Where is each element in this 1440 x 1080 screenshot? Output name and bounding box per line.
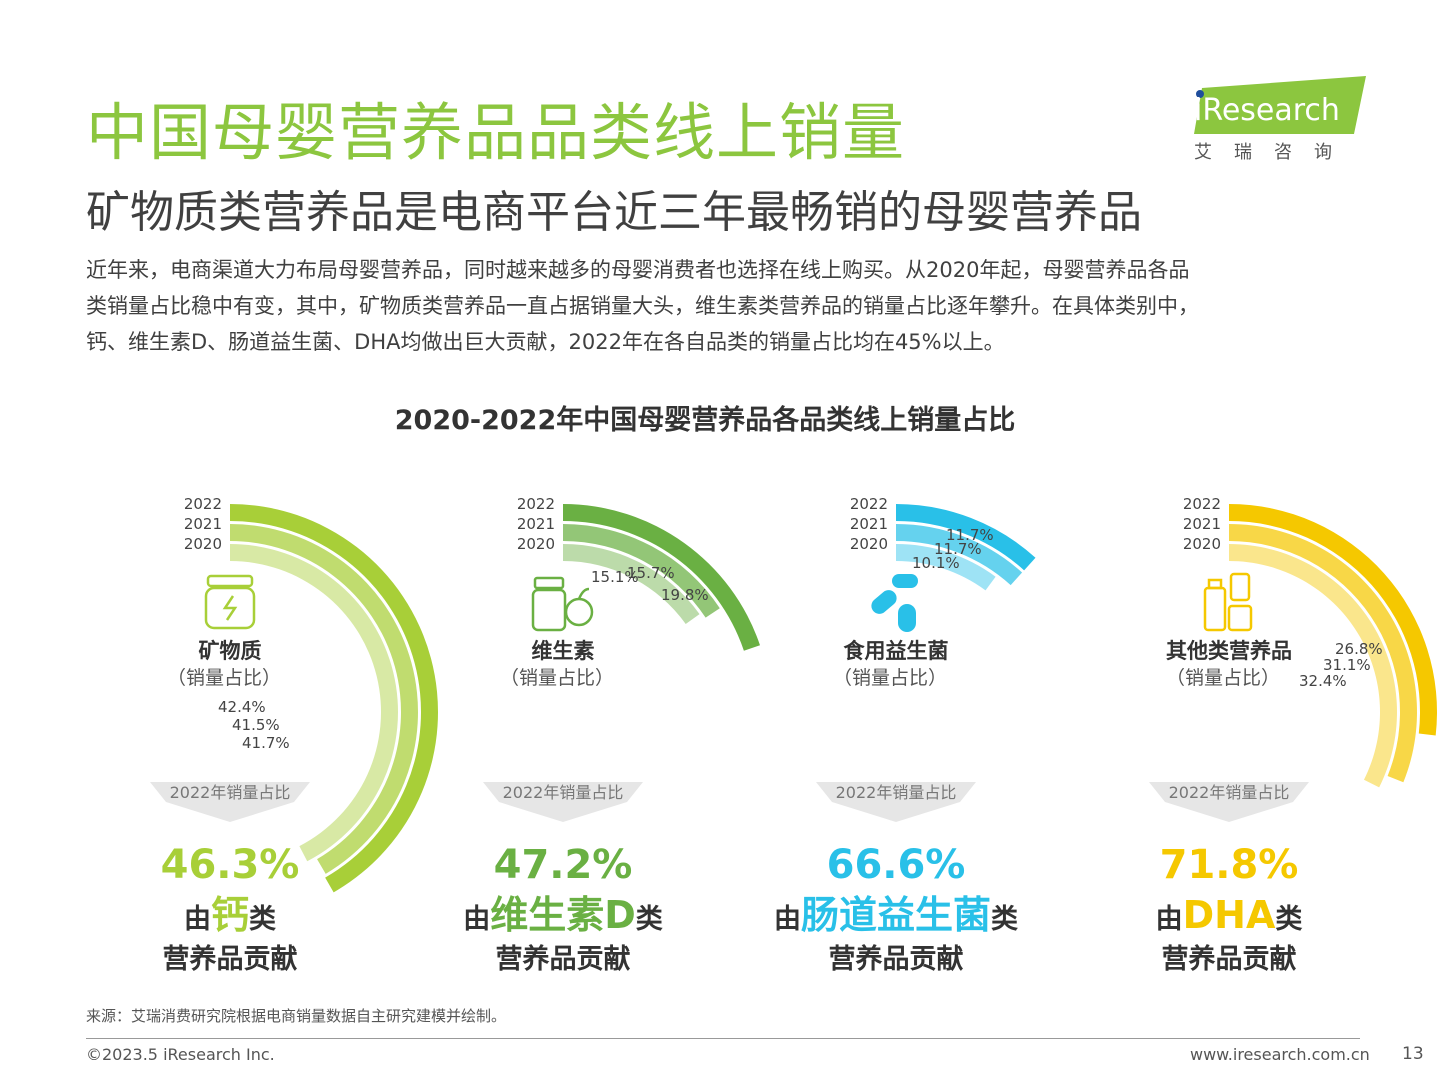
- year-label-2021: 2021: [850, 515, 888, 533]
- year-label-2020: 2020: [850, 535, 888, 553]
- contribution-highlight: DHA: [1182, 893, 1276, 937]
- page-title: 中国母婴营养品品类线上销量: [86, 96, 906, 169]
- category-chart-2: 2022 2021 2020 15.1%15.7% 19.8% 维生素 （销量占比）: [500, 495, 760, 689]
- down-arrow-icon: 2022年销量占比: [1149, 782, 1309, 822]
- contribution-text: 由DHA类 营养品贡献: [1155, 893, 1303, 975]
- arc-2021: [896, 524, 1023, 586]
- page-subtitle: 矿物质类营养品是电商平台近三年最畅销的母婴营养品: [86, 187, 1142, 238]
- value-label: 15.7%: [627, 564, 675, 582]
- arc-2021: [230, 524, 418, 874]
- vitamin-bottle-icon: [531, 576, 594, 632]
- down-arrow-icon: 2022年销量占比: [816, 782, 976, 822]
- year-label-2022: 2022: [517, 495, 555, 513]
- bottles-icon: [1203, 572, 1253, 632]
- chart-title: 2020-2022年中国母婴营养品各品类线上销量占比: [394, 405, 1016, 436]
- value-label: 42.4%: [218, 698, 266, 716]
- year-label-2021: 2021: [517, 515, 555, 533]
- intro-paragraph: 近年来，电商渠道大力布局母婴营养品，同时越来越多的母婴消费者也选择在线上购买。从…: [86, 252, 1361, 360]
- value-label: 19.8%: [661, 586, 709, 604]
- website-url: www.iresearch.com.cn: [1190, 1045, 1370, 1064]
- contribution-highlight: 钙: [210, 893, 249, 937]
- arc-2022: [563, 504, 760, 651]
- year-label-2022: 2022: [184, 495, 222, 513]
- year-label-2021: 2021: [184, 515, 222, 533]
- arc-2020: [896, 544, 996, 591]
- down-arrow-icon: 2022年销量占比: [150, 782, 310, 822]
- footer-divider: [86, 1038, 1360, 1039]
- value-label: 41.5%: [232, 716, 280, 734]
- category-name: 维生素: [532, 639, 595, 663]
- arrow-label: 2022年销量占比: [1169, 783, 1290, 802]
- category-subtitle: （销量占比）: [1166, 667, 1280, 689]
- contribution-text: 由维生素D类 营养品贡献: [463, 893, 663, 975]
- logo-text: iResearch: [1194, 93, 1340, 128]
- category-subtitle: （销量占比）: [500, 667, 614, 689]
- value-label: 26.8%: [1335, 640, 1383, 658]
- value-label: 41.7%: [242, 734, 290, 752]
- source-note: 来源：艾瑞消费研究院根据电商销量数据自主研究建模并绘制。: [86, 1007, 507, 1025]
- capsule-icon: [871, 574, 918, 632]
- arc-2022: [1229, 504, 1437, 736]
- intro-line: 钙、维生素D、肠道益生菌、DHA均做出巨大贡献，2022年在各自品类的销量占比均…: [86, 330, 1005, 354]
- intro-line: 类销量占比稳中有变，其中，矿物质类营养品一直占据销量大头，维生素类营养品的销量占…: [86, 294, 1199, 318]
- intro-line: 近年来，电商渠道大力布局母婴营养品，同时越来越多的母婴消费者也选择在线上购买。从…: [86, 258, 1190, 282]
- value-label: 32.4%: [1299, 672, 1347, 690]
- category-name: 其他类营养品: [1166, 639, 1292, 663]
- year-label-2022: 2022: [850, 495, 888, 513]
- arc-2021: [1229, 524, 1417, 783]
- down-arrow-icon: 2022年销量占比: [483, 782, 643, 822]
- year-label-2020: 2020: [184, 535, 222, 553]
- value-label: 31.1%: [1323, 656, 1371, 674]
- share-2022: 47.2%: [493, 842, 633, 888]
- contribution-highlight: 维生素D: [490, 893, 636, 937]
- category-chart-1: 2022 2021 2020 42.4%41.5%41.7% 矿物质 （销量占比）: [167, 495, 438, 893]
- category-subtitle: （销量占比）: [833, 667, 947, 689]
- copyright: ©2023.5 iResearch Inc.: [86, 1045, 275, 1064]
- year-label-2020: 2020: [1183, 535, 1221, 553]
- arc-2022: [896, 504, 1036, 571]
- contribution-text: 由肠道益生菌类 营养品贡献: [773, 893, 1018, 975]
- share-2022: 66.6%: [826, 842, 966, 888]
- value-label: 15.1%: [591, 568, 639, 586]
- arrow-label: 2022年销量占比: [503, 783, 624, 802]
- contribution-text: 由钙类 营养品贡献: [162, 893, 298, 975]
- value-label: 11.7%: [946, 526, 994, 544]
- jar-icon: [204, 574, 256, 630]
- arc-2020: [563, 544, 700, 625]
- arc-2020: [1229, 544, 1398, 788]
- category-subtitle: （销量占比）: [167, 667, 281, 689]
- arrow-label: 2022年销量占比: [836, 783, 957, 802]
- share-2022: 46.3%: [160, 842, 300, 888]
- year-label-2022: 2022: [1183, 495, 1221, 513]
- arc-2021: [563, 524, 720, 618]
- logo-chinese-name: 艾瑞咨询: [1194, 142, 1354, 163]
- year-label-2020: 2020: [517, 535, 555, 553]
- arc-2020: [230, 544, 398, 862]
- arrow-label: 2022年销量占比: [170, 783, 291, 802]
- category-name: 食用益生菌: [844, 639, 949, 663]
- category-name: 矿物质: [199, 639, 262, 663]
- share-2022: 71.8%: [1159, 842, 1299, 888]
- value-label: 11.7%: [934, 540, 982, 558]
- arc-2022: [230, 504, 438, 893]
- value-label: 10.1%: [912, 554, 960, 572]
- page-number: 13: [1402, 1044, 1424, 1064]
- year-label-2021: 2021: [1183, 515, 1221, 533]
- contribution-highlight: 肠道益生菌: [800, 893, 991, 937]
- category-chart-4: 2022 2021 2020 26.8%31.1%32.4% 其他类营养品 （销量占比）: [1166, 495, 1437, 788]
- iresearch-logo: iResearch: [1194, 76, 1366, 134]
